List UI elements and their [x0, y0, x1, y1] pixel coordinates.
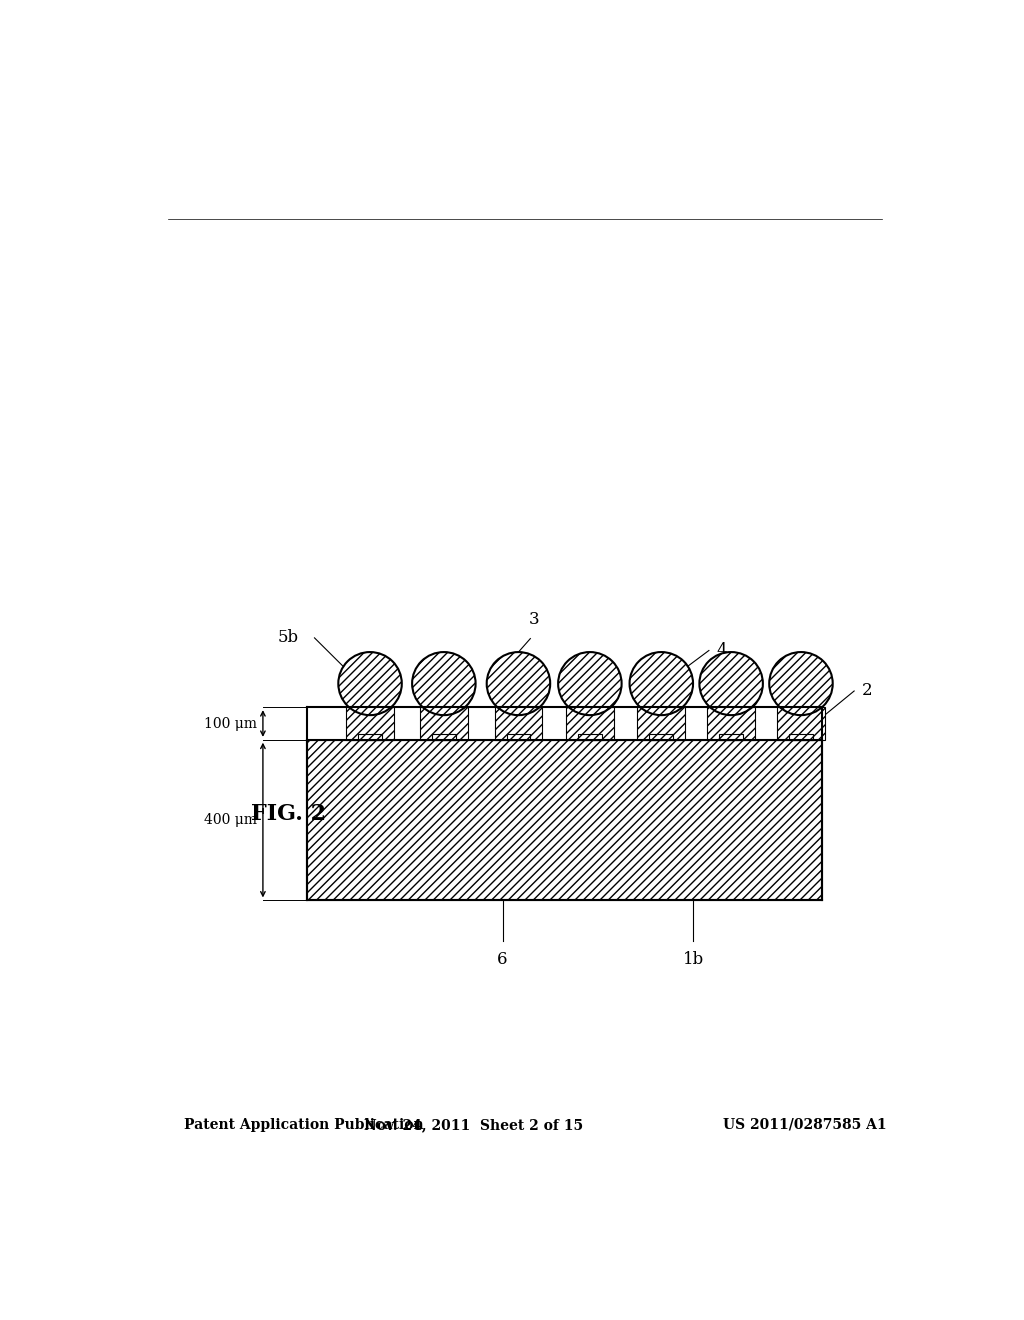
- Ellipse shape: [630, 652, 693, 715]
- Text: 1b: 1b: [683, 952, 705, 968]
- Ellipse shape: [412, 652, 475, 715]
- Bar: [306, 739, 822, 900]
- Ellipse shape: [558, 652, 622, 715]
- Ellipse shape: [338, 652, 401, 715]
- Text: 4: 4: [717, 642, 727, 659]
- Bar: [638, 708, 685, 739]
- Ellipse shape: [699, 652, 763, 715]
- Text: 6: 6: [498, 952, 508, 968]
- Text: 400 μm: 400 μm: [204, 813, 257, 828]
- Text: 5b: 5b: [278, 630, 299, 647]
- Bar: [432, 734, 456, 739]
- Bar: [346, 708, 394, 739]
- Text: Nov. 24, 2011  Sheet 2 of 15: Nov. 24, 2011 Sheet 2 of 15: [364, 1118, 583, 1133]
- Ellipse shape: [486, 652, 550, 715]
- Bar: [649, 734, 673, 739]
- Bar: [306, 708, 822, 739]
- Bar: [790, 734, 813, 739]
- Bar: [566, 708, 613, 739]
- Text: Patent Application Publication: Patent Application Publication: [183, 1118, 423, 1133]
- Ellipse shape: [769, 652, 833, 715]
- Bar: [358, 734, 382, 739]
- Bar: [777, 708, 824, 739]
- Bar: [708, 708, 755, 739]
- Text: 120: 120: [508, 694, 542, 713]
- Text: 2: 2: [862, 682, 872, 700]
- Bar: [495, 708, 543, 739]
- Text: FIG. 2: FIG. 2: [251, 803, 326, 825]
- Text: US 2011/0287585 A1: US 2011/0287585 A1: [723, 1118, 887, 1133]
- Bar: [507, 734, 530, 739]
- Bar: [420, 708, 468, 739]
- Bar: [578, 734, 602, 739]
- Bar: [719, 734, 743, 739]
- Text: 100 μm: 100 μm: [204, 717, 257, 730]
- Text: 3: 3: [529, 611, 540, 628]
